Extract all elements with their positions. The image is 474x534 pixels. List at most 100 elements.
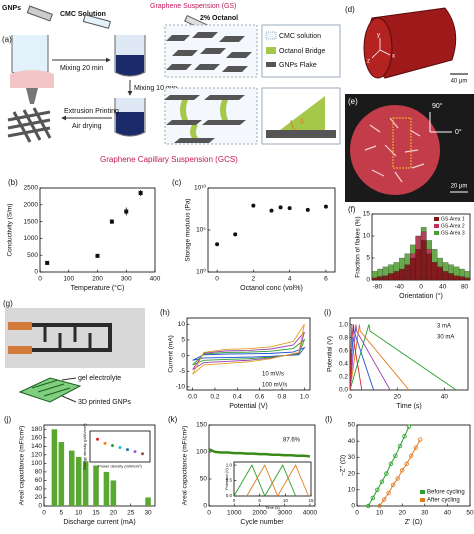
y-axis-label: −Z'' (Ω) <box>340 455 347 476</box>
x-tick-label: 30 <box>144 510 152 517</box>
plot-frame <box>233 461 312 497</box>
y-tick-label: 0.0 <box>339 387 348 394</box>
x-tick-label: 300 <box>121 276 132 283</box>
point <box>366 503 371 509</box>
y-tick-label: 20 <box>348 470 356 477</box>
point <box>386 490 391 496</box>
panel-label: (l) <box>325 415 332 424</box>
bar <box>58 442 65 506</box>
hist-bar <box>377 276 383 281</box>
x-tick-label: 1000 <box>227 510 242 517</box>
bar <box>145 497 151 506</box>
panel-label: (h) <box>160 308 170 317</box>
point <box>109 219 114 224</box>
angle-axes <box>429 112 452 133</box>
y-axis-label: Potential (V) <box>327 336 334 372</box>
y-tick-label: 0 <box>181 352 185 359</box>
point <box>124 209 129 214</box>
bar <box>75 456 82 506</box>
x-tick-label: 25 <box>127 510 135 517</box>
x-tick-label: 0.6 <box>255 394 264 401</box>
y-tick-label: -5 <box>179 368 185 375</box>
y-tick-label: 10 <box>178 321 186 328</box>
legend-swatch <box>434 231 439 235</box>
x-tick-label: 2000 <box>252 510 267 517</box>
y-tick-label: 120 <box>31 452 42 459</box>
x-tick-label: -40 <box>395 284 405 291</box>
y-tick-label: 100 <box>31 460 42 467</box>
hist-bar <box>415 249 422 281</box>
point <box>390 482 396 488</box>
point <box>133 450 137 454</box>
label: Graphene Suspension (GS) <box>150 3 236 10</box>
x-tick-label: 15 <box>92 510 100 517</box>
series-line <box>192 338 306 366</box>
x-axis-label: Time (s) <box>396 403 421 410</box>
series-line <box>349 324 457 391</box>
series-line <box>379 439 421 507</box>
clip <box>8 346 32 354</box>
bar <box>51 429 58 506</box>
label: 3D printed GNPs <box>78 399 131 406</box>
point <box>379 479 385 484</box>
legend-label: CMC solution <box>279 33 321 40</box>
y-axis-label: Areal capacitance (mF/cm²) <box>182 426 189 506</box>
y-tick-label: 80 <box>35 469 43 476</box>
x-tick-label: 200 <box>92 276 103 283</box>
annotation: 87.6% <box>283 438 301 444</box>
series-line <box>192 346 306 361</box>
hist-bar <box>410 257 416 281</box>
tube <box>82 14 111 29</box>
series-line <box>233 464 297 498</box>
point <box>215 242 220 247</box>
hist-bar <box>431 262 438 281</box>
x-tick-label: 0 <box>42 510 46 517</box>
panel-label: (j) <box>4 415 11 424</box>
point <box>409 453 414 458</box>
y-tick-label: 2500 <box>24 185 39 192</box>
y-axis-label: Fraction of flakes (%) <box>355 216 362 277</box>
clip <box>8 322 32 330</box>
series-line <box>349 324 391 391</box>
x-tick-label: 400 <box>150 276 161 283</box>
annotation: 100 mV/s <box>262 383 287 389</box>
legend-swatch <box>434 217 439 221</box>
x-tick-label: 40 <box>444 510 452 517</box>
hist-bar <box>437 266 443 281</box>
y-tick-label: 100 <box>196 449 207 456</box>
legend-label: GS-Area 2 <box>441 223 465 229</box>
x-tick-label: 0 <box>355 510 359 517</box>
x-tick-label: 20 <box>110 510 118 517</box>
lattice <box>7 107 52 143</box>
y-tick-label: 1000 <box>24 235 39 242</box>
y-axis-label: Potential (V) <box>224 467 229 490</box>
point <box>375 487 380 492</box>
angle-label: 0° <box>455 128 462 136</box>
series-line <box>349 324 410 391</box>
y-tick-label: 50 <box>200 476 208 483</box>
point <box>404 461 409 467</box>
point <box>126 448 129 452</box>
hist-bar <box>420 240 427 281</box>
x-tick-label: 5 <box>258 498 261 503</box>
y-tick-label: 30 <box>348 454 356 461</box>
point <box>400 468 405 473</box>
point <box>103 441 107 445</box>
panel-label: (c) <box>172 178 182 187</box>
roi <box>392 117 412 169</box>
hist-bar <box>388 273 394 281</box>
suspension <box>116 112 144 136</box>
x-tick-label: 0 <box>419 284 423 291</box>
x-tick-label: 1.0 <box>300 394 309 401</box>
y-tick-label: 500 <box>27 252 38 259</box>
point <box>388 461 394 467</box>
label: gel electrolyte <box>78 375 121 382</box>
x-tick-label: 40 <box>441 394 449 401</box>
x-tick-label: 6 <box>324 276 328 283</box>
x-tick-label: 50 <box>466 510 474 517</box>
x-tick-label: 10 <box>283 498 289 503</box>
y-axis-label: Current (mA) <box>168 335 175 373</box>
leader <box>61 395 77 403</box>
device-sketch <box>18 377 82 403</box>
